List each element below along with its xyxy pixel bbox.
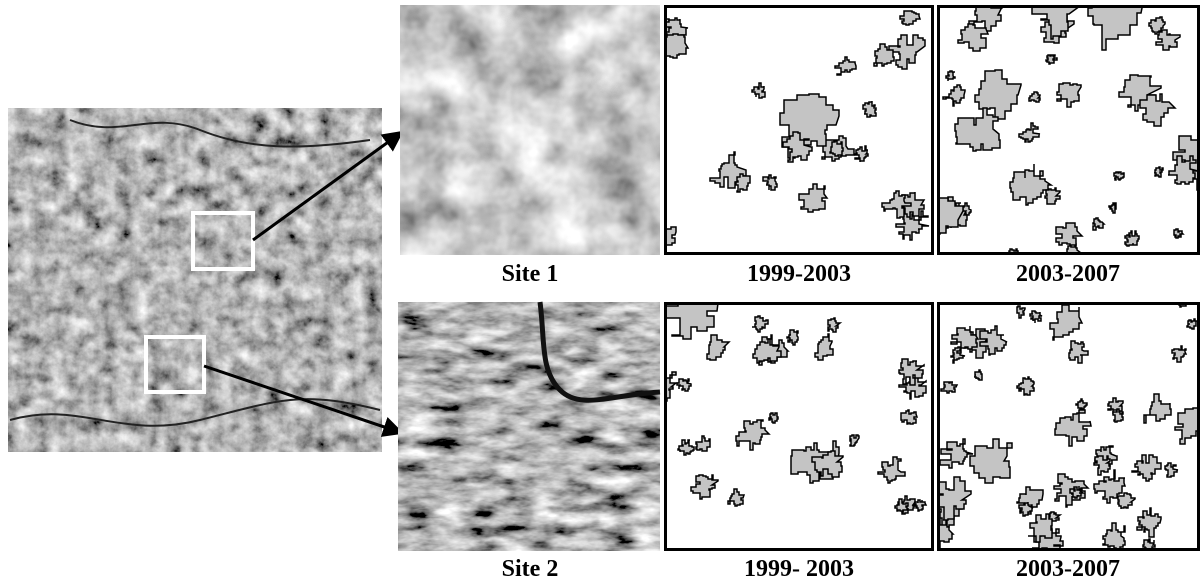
change-patch — [1174, 229, 1183, 238]
map-panel — [664, 302, 934, 551]
period-label: 2003-2007 — [1016, 556, 1120, 581]
site-label: Site 2 — [502, 556, 559, 581]
period-label: 2003-2007 — [1016, 261, 1120, 287]
site-1-image — [400, 5, 660, 255]
figure: Site 1 1999-2003 2003-2007 Site 2 1999- … — [0, 0, 1200, 581]
site-label: Site 1 — [502, 261, 559, 287]
change-patch — [946, 71, 955, 81]
period-label: 1999- 2003 — [744, 556, 854, 581]
site-2-image — [398, 302, 660, 551]
change-patch — [830, 141, 843, 156]
page: Site 1 1999-2003 2003-2007 Site 2 1999- … — [0, 0, 1200, 581]
change-patch — [1154, 167, 1163, 177]
period-label: 1999-2003 — [747, 261, 851, 287]
